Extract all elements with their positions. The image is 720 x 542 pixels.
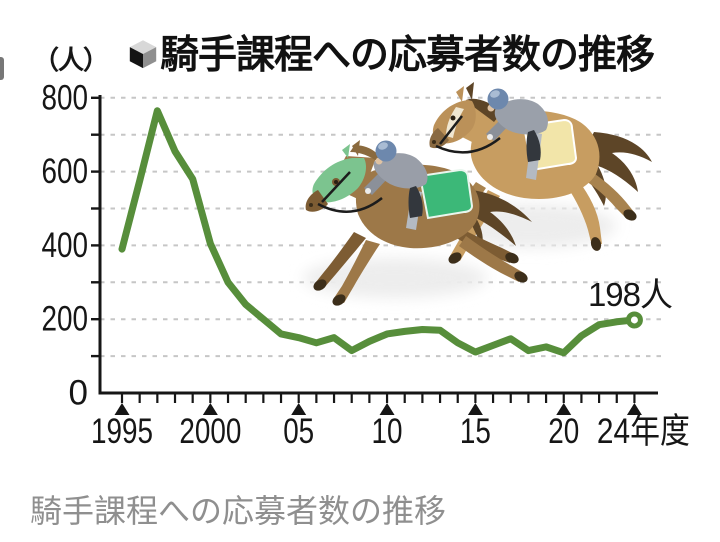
edge-artifact bbox=[0, 57, 4, 80]
jockey-silks bbox=[373, 153, 428, 189]
svg-text:10: 10 bbox=[372, 412, 403, 451]
data-line bbox=[118, 107, 638, 357]
bridle bbox=[439, 115, 463, 145]
horse-leg bbox=[578, 168, 634, 219]
horse-leg bbox=[568, 180, 602, 246]
horse-hoof bbox=[514, 271, 528, 283]
svg-text:800: 800 bbox=[42, 78, 89, 117]
svg-text:15: 15 bbox=[460, 412, 491, 451]
chart-title-row: 騎手課程への応募者数の推移 bbox=[128, 24, 655, 80]
jockey-glove bbox=[487, 134, 493, 140]
jockey-boot bbox=[408, 186, 423, 218]
image-caption: 騎手課程への応募者数の推移 bbox=[30, 493, 447, 529]
jockey-boot bbox=[526, 130, 541, 162]
axis-labels: 0 200 400 600 800 1995 2000 05 10 15 20 24年度 bbox=[42, 78, 690, 451]
helmet-highlight bbox=[490, 90, 500, 98]
horse-leg bbox=[334, 240, 380, 303]
svg-text:400: 400 bbox=[42, 226, 89, 265]
value-annotation: 198人 bbox=[587, 276, 673, 313]
left-horse bbox=[305, 140, 532, 306]
horse-ear bbox=[352, 140, 360, 156]
jockey-glove bbox=[365, 188, 371, 194]
horse-nostril bbox=[309, 203, 313, 207]
horse-hoof bbox=[448, 252, 462, 264]
helmet-highlight bbox=[378, 142, 388, 150]
horse-hoof bbox=[313, 279, 327, 291]
svg-text:20: 20 bbox=[548, 412, 579, 451]
page-title: 騎手課程への応募者数の推移 bbox=[160, 34, 655, 77]
cube-icon bbox=[129, 39, 157, 68]
axes bbox=[91, 95, 658, 415]
horse-ear bbox=[342, 144, 350, 158]
horse-hoof bbox=[332, 294, 346, 306]
horse-nostril bbox=[432, 140, 436, 144]
svg-text:05: 05 bbox=[283, 412, 314, 451]
horse-leg bbox=[450, 226, 514, 263]
horse-leg bbox=[459, 236, 524, 282]
horse-hoof bbox=[623, 209, 637, 221]
rein bbox=[317, 197, 383, 213]
svg-text:600: 600 bbox=[42, 152, 89, 191]
svg-text:200: 200 bbox=[42, 300, 89, 339]
horse-ear bbox=[456, 86, 464, 102]
horse-leg bbox=[316, 232, 366, 288]
svg-text:1995: 1995 bbox=[91, 412, 153, 451]
svg-text:24年度: 24年度 bbox=[597, 412, 690, 451]
horse-eye bbox=[334, 180, 338, 184]
bridle bbox=[321, 171, 351, 203]
y-axis-unit-label: （人） bbox=[33, 45, 109, 75]
end-point-marker bbox=[625, 311, 643, 329]
horse-hoof bbox=[505, 252, 519, 264]
jockey-silks bbox=[494, 99, 548, 135]
svg-text:2000: 2000 bbox=[179, 412, 241, 451]
horse-hoof bbox=[590, 237, 602, 251]
horse-illustration bbox=[303, 82, 652, 306]
horse-tail bbox=[466, 190, 532, 246]
saddle-cloth bbox=[418, 168, 474, 220]
svg-text:0: 0 bbox=[69, 374, 88, 413]
horse-mane bbox=[466, 98, 502, 122]
horse-eye bbox=[450, 115, 456, 121]
horse-ear bbox=[466, 82, 474, 100]
rein bbox=[435, 137, 501, 154]
